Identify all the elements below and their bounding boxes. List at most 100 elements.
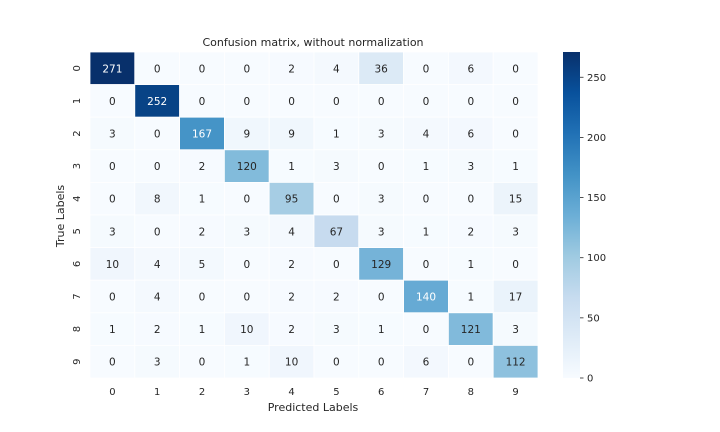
cell-value-label: 1 bbox=[199, 194, 206, 206]
cell-value-label: 10 bbox=[285, 357, 298, 369]
x-tick-label: 9 bbox=[512, 387, 518, 398]
cell-value-label: 1 bbox=[467, 292, 474, 304]
cell-value-label: 1 bbox=[467, 259, 474, 271]
heatmap-cell bbox=[223, 279, 270, 314]
cell-value-label: 0 bbox=[423, 324, 430, 336]
cell-value-label: 9 bbox=[243, 129, 250, 141]
heatmap-cell bbox=[134, 312, 181, 346]
heatmap-cell bbox=[223, 84, 270, 118]
heatmap-cell bbox=[89, 214, 136, 248]
heatmap-cell bbox=[89, 51, 136, 85]
chart-title: Confusion matrix, without normalization bbox=[202, 36, 423, 49]
cell-value-label: 0 bbox=[467, 194, 474, 206]
x-axis-label: Predicted Labels bbox=[268, 401, 359, 414]
cell-value-label: 0 bbox=[378, 161, 385, 173]
heatmap-cell bbox=[447, 279, 494, 314]
heatmap-cell bbox=[134, 116, 181, 151]
cell-value-label: 3 bbox=[467, 161, 474, 173]
y-axis-label: True Labels bbox=[54, 185, 67, 249]
cell-value-label: 0 bbox=[333, 259, 340, 271]
heatmap-cell bbox=[403, 51, 449, 85]
cell-value-label: 129 bbox=[371, 259, 391, 271]
cell-value-label: 95 bbox=[285, 194, 298, 206]
heatmap-cell bbox=[492, 84, 539, 118]
cell-value-label: 3 bbox=[378, 194, 385, 206]
cell-value-label: 0 bbox=[199, 96, 206, 108]
cell-value-label: 0 bbox=[109, 194, 116, 206]
heatmap-cell bbox=[313, 214, 360, 248]
heatmap-cell bbox=[447, 116, 494, 151]
heatmap-cell bbox=[89, 247, 136, 281]
cell-value-label: 2 bbox=[333, 292, 340, 304]
cell-value-label: 0 bbox=[199, 292, 206, 304]
heatmap-cell bbox=[89, 344, 136, 379]
cell-value-label: 15 bbox=[509, 194, 522, 206]
heatmap-cell bbox=[447, 181, 494, 216]
y-tick-label: 9 bbox=[72, 359, 83, 365]
heatmap-cell bbox=[268, 181, 315, 216]
colorbar-gradient bbox=[563, 52, 580, 378]
cell-value-label: 3 bbox=[378, 129, 385, 141]
heatmap-cell bbox=[268, 344, 315, 379]
y-tick-label: 2 bbox=[72, 130, 83, 136]
cell-value-label: 0 bbox=[109, 357, 116, 369]
heatmap-cell bbox=[89, 312, 136, 346]
cell-value-label: 3 bbox=[512, 226, 519, 238]
cell-value-label: 0 bbox=[333, 96, 340, 108]
colorbar-tick-label: 200 bbox=[587, 133, 606, 144]
cell-value-label: 0 bbox=[423, 63, 430, 75]
cell-value-label: 0 bbox=[154, 63, 161, 75]
heatmap-cell bbox=[268, 214, 315, 248]
heatmap-cell bbox=[89, 116, 136, 151]
heatmap-cell bbox=[313, 181, 360, 216]
cell-value-label: 0 bbox=[288, 96, 295, 108]
heatmap-cell bbox=[492, 181, 539, 216]
heatmap-cell bbox=[223, 247, 270, 281]
cell-value-label: 2 bbox=[199, 161, 206, 173]
cell-value-label: 0 bbox=[199, 357, 206, 369]
heatmap-cell bbox=[223, 214, 270, 248]
cell-value-label: 0 bbox=[512, 129, 519, 141]
x-tick-label: 7 bbox=[423, 387, 429, 398]
cell-value-label: 4 bbox=[154, 292, 161, 304]
heatmap-cell bbox=[447, 149, 494, 183]
y-tick-label: 8 bbox=[72, 326, 83, 332]
heatmap-cell bbox=[358, 149, 404, 183]
cell-value-label: 67 bbox=[330, 226, 343, 238]
cell-value-label: 0 bbox=[243, 292, 250, 304]
cell-value-label: 0 bbox=[378, 357, 385, 369]
cell-value-label: 0 bbox=[154, 161, 161, 173]
heatmap-cell bbox=[492, 312, 539, 346]
heatmap-cell bbox=[268, 312, 315, 346]
heatmap-cells: 271 0 0 0 2 4 36 0 6 00 252 0 0 0 0 0 0 0 03 0 167 9 9 1 3 4 6 00 0 2… bbox=[89, 51, 539, 379]
cell-value-label: 0 bbox=[423, 194, 430, 206]
cell-value-label: 1 bbox=[333, 129, 340, 141]
cell-value-label: 3 bbox=[333, 324, 340, 336]
heatmap-cell bbox=[358, 344, 404, 379]
cell-value-label: 112 bbox=[506, 357, 526, 369]
heatmap-cell bbox=[492, 344, 539, 379]
cell-value-label: 2 bbox=[288, 259, 295, 271]
heatmap-cell bbox=[313, 344, 360, 379]
heatmap-cell bbox=[492, 116, 539, 151]
heatmap-cell bbox=[313, 84, 360, 118]
y-tick-label: 4 bbox=[72, 196, 83, 202]
cell-value-label: 0 bbox=[378, 292, 385, 304]
cell-value-label: 2 bbox=[288, 292, 295, 304]
heatmap-cell bbox=[447, 247, 494, 281]
cell-value-label: 1 bbox=[199, 324, 206, 336]
heatmap-cell bbox=[447, 344, 494, 379]
heatmap-cell bbox=[313, 149, 360, 183]
cell-value-label: 0 bbox=[243, 63, 250, 75]
colorbar-tick-label: 100 bbox=[587, 253, 606, 264]
cell-value-label: 3 bbox=[378, 226, 385, 238]
cell-value-label: 0 bbox=[512, 259, 519, 271]
y-tick-label: 6 bbox=[72, 261, 83, 267]
cell-value-label: 0 bbox=[333, 194, 340, 206]
cell-value-label: 3 bbox=[109, 129, 116, 141]
heatmap-cell bbox=[358, 247, 404, 281]
cell-value-label: 0 bbox=[512, 63, 519, 75]
cell-value-label: 10 bbox=[106, 259, 119, 271]
colorbar: 0 50 100 150 200 250 bbox=[563, 52, 606, 385]
cell-value-label: 167 bbox=[192, 129, 212, 141]
